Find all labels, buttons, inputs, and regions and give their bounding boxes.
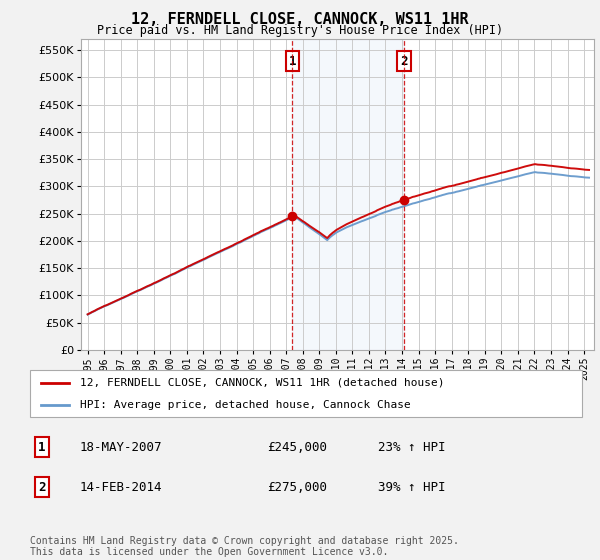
Text: 39% ↑ HPI: 39% ↑ HPI: [378, 481, 445, 494]
Text: HPI: Average price, detached house, Cannock Chase: HPI: Average price, detached house, Cann…: [80, 400, 410, 410]
Text: 12, FERNDELL CLOSE, CANNOCK, WS11 1HR: 12, FERNDELL CLOSE, CANNOCK, WS11 1HR: [131, 12, 469, 27]
Text: 14-FEB-2014: 14-FEB-2014: [80, 481, 162, 494]
Text: 23% ↑ HPI: 23% ↑ HPI: [378, 441, 445, 454]
Text: £275,000: £275,000: [268, 481, 328, 494]
Text: 2: 2: [400, 54, 408, 68]
Bar: [292, 39, 404, 350]
Text: 1: 1: [289, 54, 296, 68]
Text: 12, FERNDELL CLOSE, CANNOCK, WS11 1HR (detached house): 12, FERNDELL CLOSE, CANNOCK, WS11 1HR (d…: [80, 378, 444, 388]
Text: Contains HM Land Registry data © Crown copyright and database right 2025.
This d: Contains HM Land Registry data © Crown c…: [30, 535, 459, 557]
Text: 2: 2: [38, 481, 46, 494]
Text: Price paid vs. HM Land Registry's House Price Index (HPI): Price paid vs. HM Land Registry's House …: [97, 24, 503, 37]
Text: 18-MAY-2007: 18-MAY-2007: [80, 441, 162, 454]
Text: 1: 1: [38, 441, 46, 454]
FancyBboxPatch shape: [30, 370, 582, 417]
Text: £245,000: £245,000: [268, 441, 328, 454]
